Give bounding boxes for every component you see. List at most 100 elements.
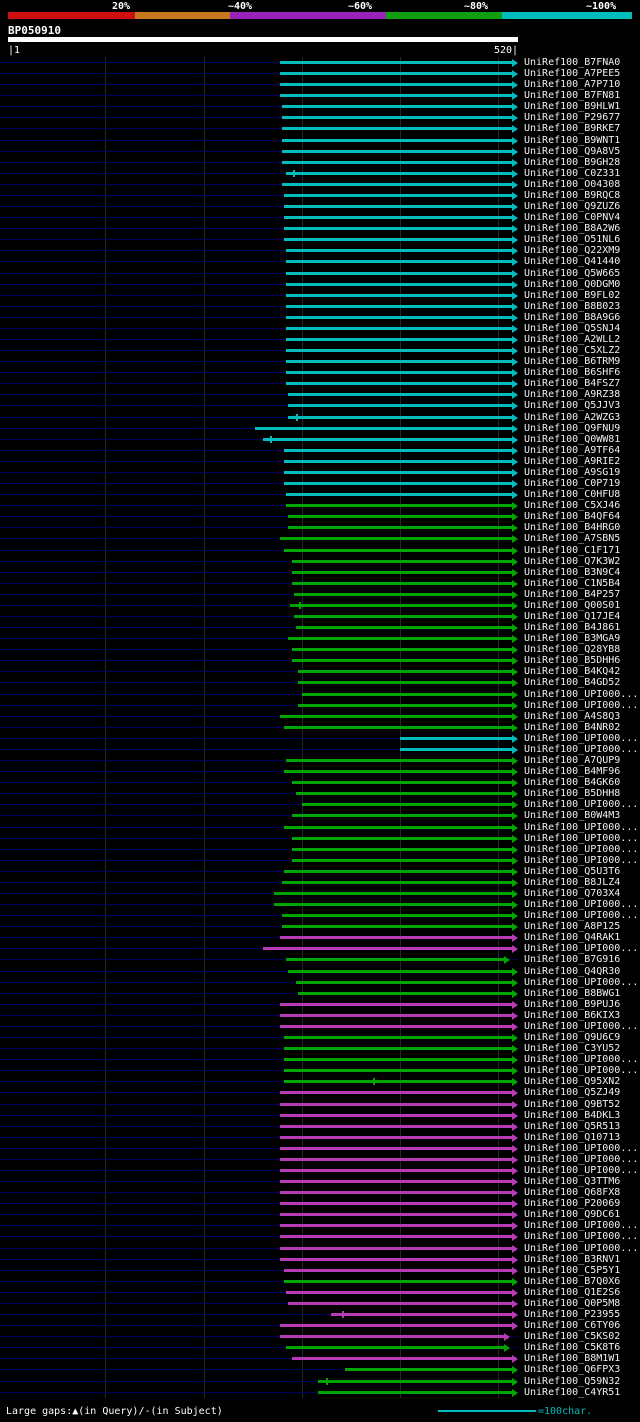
hit-label[interactable]: UniRef100_Q95XN2 <box>524 1076 621 1088</box>
hit-bar[interactable] <box>284 1080 512 1084</box>
hit-label[interactable]: UniRef100_Q703X4 <box>524 888 621 899</box>
hit-bar[interactable] <box>280 1213 512 1217</box>
hit-label[interactable]: UniRef100_UPI000... <box>524 1220 639 1232</box>
hit-label[interactable]: UniRef100_B3MGA9 <box>524 633 621 645</box>
hit-label[interactable]: UniRef100_Q5SNJ4 <box>524 322 621 334</box>
hit-label[interactable]: UniRef100_C5XJ46 <box>524 500 621 512</box>
hit-bar[interactable] <box>291 570 512 574</box>
hit-label[interactable]: UniRef100_UPI000... <box>524 1142 639 1154</box>
hit-bar[interactable] <box>291 847 512 851</box>
hit-bar[interactable] <box>254 426 512 430</box>
hit-bar[interactable] <box>288 515 512 519</box>
hit-bar[interactable] <box>291 559 512 563</box>
hit-label[interactable]: UniRef100_UPI000... <box>524 854 639 866</box>
hit-label[interactable]: UniRef100_B6KIX3 <box>524 1009 621 1021</box>
hit-label[interactable]: UniRef100_UPI000... <box>524 1165 639 1176</box>
hit-bar[interactable] <box>284 869 512 873</box>
hit-bar[interactable] <box>286 315 512 319</box>
hit-bar[interactable] <box>284 482 512 486</box>
hit-label[interactable]: UniRef100_B9RKE7 <box>524 123 621 135</box>
hit-label[interactable]: UniRef100_Q9DC61 <box>524 1209 621 1221</box>
hit-bar[interactable] <box>286 326 512 330</box>
hit-bar[interactable] <box>280 936 512 940</box>
hit-bar[interactable] <box>280 1169 512 1172</box>
hit-label[interactable]: UniRef100_B4GD52 <box>524 677 621 689</box>
hit-bar[interactable] <box>280 61 512 64</box>
hit-bar[interactable] <box>284 216 512 220</box>
hit-label[interactable]: UniRef100_B9PUJ6 <box>524 998 621 1010</box>
hit-bar[interactable] <box>280 537 512 541</box>
hit-label[interactable]: UniRef100_B4DKL3 <box>524 1109 621 1121</box>
hit-bar[interactable] <box>280 1113 512 1117</box>
hit-bar[interactable] <box>282 127 512 131</box>
hit-label[interactable]: UniRef100_B7FN81 <box>524 90 621 102</box>
hit-bar[interactable] <box>284 448 512 452</box>
hit-bar[interactable] <box>291 858 512 862</box>
hit-label[interactable]: UniRef100_Q9ZUZ6 <box>524 201 621 213</box>
hit-bar[interactable] <box>280 1135 512 1139</box>
hit-label[interactable]: UniRef100_B3RNV1 <box>524 1253 621 1265</box>
hit-bar[interactable] <box>286 1346 505 1350</box>
hit-label[interactable]: UniRef100_Q0P5M8 <box>524 1297 621 1309</box>
hit-label[interactable]: UniRef100_B9FL02 <box>524 289 621 301</box>
hit-label[interactable]: UniRef100_C5K8T6 <box>524 1342 621 1354</box>
hit-label[interactable]: UniRef100_C0Z331 <box>524 167 621 179</box>
hit-label[interactable]: UniRef100_Q17JE4 <box>524 611 621 622</box>
hit-bar[interactable] <box>282 116 512 120</box>
hit-label[interactable]: UniRef100_O51NL6 <box>524 234 621 246</box>
hit-bar[interactable] <box>286 371 512 375</box>
hit-label[interactable]: UniRef100_B4HRG0 <box>524 522 621 534</box>
hit-bar[interactable] <box>280 1157 512 1161</box>
hit-bar[interactable] <box>274 903 512 907</box>
hit-bar[interactable] <box>286 293 512 297</box>
hit-bar[interactable] <box>282 105 512 109</box>
hit-bar[interactable] <box>282 182 512 186</box>
hit-label[interactable]: UniRef100_Q9U6C9 <box>524 1032 621 1044</box>
hit-bar[interactable] <box>295 980 512 984</box>
hit-label[interactable]: UniRef100_C0P719 <box>524 478 621 490</box>
hit-bar[interactable] <box>297 670 512 674</box>
hit-bar[interactable] <box>301 803 512 807</box>
hit-bar[interactable] <box>284 193 512 197</box>
hit-bar[interactable] <box>280 1102 512 1106</box>
hit-bar[interactable] <box>282 925 512 929</box>
hit-bar[interactable] <box>297 703 512 707</box>
hit-bar[interactable] <box>280 1202 512 1206</box>
hit-label[interactable]: UniRef100_C3YU52 <box>524 1043 621 1055</box>
hit-label[interactable]: UniRef100_A7QUP9 <box>524 755 621 767</box>
hit-label[interactable]: UniRef100_P23955 <box>524 1309 621 1321</box>
hit-label[interactable]: UniRef100_Q9BT52 <box>524 1098 621 1110</box>
hit-bar[interactable] <box>317 1379 512 1383</box>
hit-label[interactable]: UniRef100_UPI000... <box>524 821 639 833</box>
hit-bar[interactable] <box>295 792 512 796</box>
hit-bar[interactable] <box>291 814 512 818</box>
hit-label[interactable]: UniRef100_B4GK60 <box>524 777 621 789</box>
hit-bar[interactable] <box>280 1180 512 1184</box>
hit-bar[interactable] <box>262 437 512 441</box>
hit-bar[interactable] <box>286 282 512 286</box>
hit-label[interactable]: UniRef100_B9RQC8 <box>524 189 621 201</box>
hit-bar[interactable] <box>331 1313 512 1317</box>
hit-bar[interactable] <box>400 747 512 751</box>
hit-label[interactable]: UniRef100_B8A9G6 <box>524 311 621 323</box>
hit-bar[interactable] <box>284 238 512 242</box>
hit-label[interactable]: UniRef100_Q3TTM6 <box>524 1176 621 1188</box>
hit-bar[interactable] <box>282 914 512 918</box>
hit-bar[interactable] <box>288 1301 512 1305</box>
hit-label[interactable]: UniRef100_B8BWG1 <box>524 987 621 999</box>
hit-label[interactable]: UniRef100_C6TY06 <box>524 1320 621 1332</box>
hit-bar[interactable] <box>280 1013 512 1017</box>
hit-bar[interactable] <box>286 249 512 253</box>
hit-bar[interactable] <box>293 592 512 596</box>
hit-label[interactable]: UniRef100_C1N5B4 <box>524 577 621 589</box>
hit-label[interactable]: UniRef100_A8P125 <box>524 921 621 933</box>
hit-label[interactable]: UniRef100_UPI000... <box>524 732 639 744</box>
hit-label[interactable]: UniRef100_B3N9C4 <box>524 566 621 578</box>
hit-label[interactable]: UniRef100_UPI000... <box>524 1065 639 1077</box>
hit-label[interactable]: UniRef100_A7PEE5 <box>524 68 621 80</box>
hit-label[interactable]: UniRef100_B8JLZ4 <box>524 876 621 888</box>
hit-bar[interactable] <box>291 781 512 785</box>
hit-bar[interactable] <box>284 1047 512 1051</box>
hit-label[interactable]: UniRef100_Q59N32 <box>524 1375 621 1387</box>
hit-label[interactable]: UniRef100_A7SBN5 <box>524 533 621 545</box>
